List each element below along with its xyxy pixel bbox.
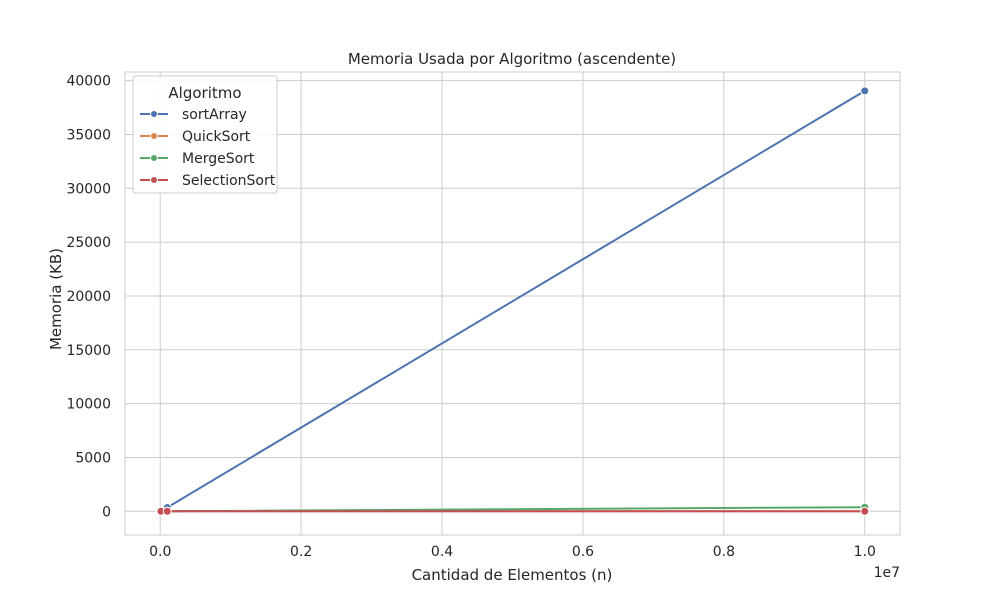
- legend-marker-swatch: [151, 111, 158, 118]
- y-tick-label: 25000: [66, 235, 111, 251]
- legend-title: Algoritmo: [168, 84, 241, 102]
- data-point: [163, 507, 171, 515]
- legend-marker-swatch: [151, 155, 158, 162]
- y-tick-label: 0: [102, 504, 111, 520]
- y-tick-label: 20000: [66, 289, 111, 305]
- legend-marker-swatch: [151, 133, 158, 140]
- data-point: [861, 87, 869, 95]
- legend-marker-swatch: [151, 177, 158, 184]
- x-tick-label: 0.8: [713, 544, 735, 560]
- y-tick-label: 35000: [66, 127, 111, 143]
- legend-label: SelectionSort: [182, 173, 276, 189]
- x-tick-label: 0.6: [572, 544, 594, 560]
- chart-title: Memoria Usada por Algoritmo (ascendente): [348, 50, 676, 68]
- legend-label: sortArray: [182, 107, 247, 123]
- x-tick-label: 0.2: [290, 544, 312, 560]
- y-tick-label: 30000: [66, 181, 111, 197]
- legend: Algoritmo sortArray QuickSort MergeSort Sel…: [133, 76, 277, 193]
- y-tick-label: 40000: [66, 74, 111, 90]
- data-point: [861, 507, 869, 515]
- x-tick-label: 0.0: [149, 544, 171, 560]
- x-axis-offset-label: 1e7: [874, 565, 900, 581]
- y-tick-label: 5000: [75, 450, 111, 466]
- x-tick-label: 1.0: [854, 544, 876, 560]
- y-tick-label: 10000: [66, 397, 111, 413]
- x-axis-label: Cantidad de Elementos (n): [412, 566, 613, 584]
- legend-label: QuickSort: [182, 129, 251, 145]
- legend-label: MergeSort: [182, 151, 255, 167]
- y-tick-label: 15000: [66, 343, 111, 359]
- x-tick-label: 0.4: [431, 544, 453, 560]
- y-axis-label: Memoria (KB): [47, 248, 65, 350]
